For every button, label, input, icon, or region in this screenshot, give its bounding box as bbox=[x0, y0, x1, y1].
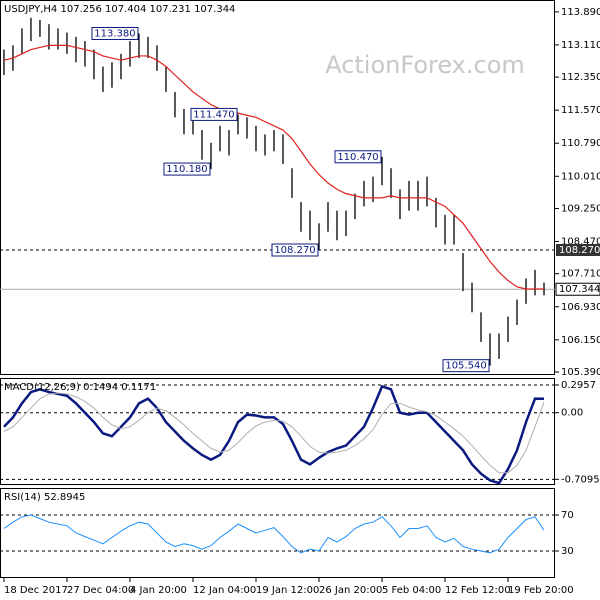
annotation-box bbox=[442, 359, 490, 373]
indicator-line bbox=[3, 514, 545, 554]
x-tick-label: 12 Jan 04:00 bbox=[193, 585, 256, 596]
last-price-box bbox=[555, 282, 600, 296]
y-tick-label: 30 bbox=[561, 546, 574, 557]
x-tick-label: 18 Dec 2017 bbox=[4, 585, 68, 596]
y-tick-label: 0.00 bbox=[561, 408, 583, 419]
x-tick-label: 12 Feb 12:00 bbox=[445, 585, 511, 596]
x-tick-label: 27 Dec 04:00 bbox=[67, 585, 134, 596]
panel-frame bbox=[0, 0, 555, 375]
annotation-box bbox=[334, 150, 382, 164]
annotation-label: 111.470 bbox=[193, 109, 234, 120]
annotation-box bbox=[271, 243, 319, 257]
annotation-label: 108.270 bbox=[274, 245, 315, 256]
x-tick-label: 26 Jan 20:00 bbox=[319, 585, 382, 596]
panel-frame bbox=[0, 488, 555, 578]
y-tick-label: 113.110 bbox=[561, 40, 600, 51]
y-tick-label: 110.790 bbox=[561, 138, 600, 149]
y-tick-label: 109.250 bbox=[561, 203, 600, 214]
watermark: ActionForex.com bbox=[325, 51, 525, 79]
y-tick-label: -0.7095 bbox=[561, 474, 600, 485]
y-tick-label: 110.010 bbox=[561, 171, 600, 182]
level-box bbox=[556, 244, 600, 256]
y-tick-label: 106.930 bbox=[561, 302, 600, 313]
indicator-line bbox=[3, 384, 545, 485]
y-tick-label: 70 bbox=[561, 510, 574, 521]
y-tick-label: 0.2957 bbox=[561, 380, 596, 391]
last-price-label: 107.344 bbox=[559, 284, 600, 295]
x-tick-label: 19 Jan 12:00 bbox=[256, 585, 319, 596]
panel-frame bbox=[0, 378, 555, 485]
panel-title: MACD(12,26,9) 0.1494 0.1171 bbox=[4, 382, 156, 393]
annotation-box bbox=[190, 107, 238, 121]
x-tick-label: 5 Feb 04:00 bbox=[382, 585, 441, 596]
y-tick-label: 108.470 bbox=[561, 237, 600, 248]
y-tick-label: 105.390 bbox=[561, 367, 600, 378]
x-tick-label: 19 Feb 20:00 bbox=[508, 585, 574, 596]
panel-title: RSI(14) 52.8945 bbox=[4, 492, 85, 503]
y-tick-label: 112.350 bbox=[561, 72, 600, 83]
y-tick-label: 111.570 bbox=[561, 105, 600, 116]
moving-average bbox=[3, 44, 545, 290]
annotation-label: 113.380 bbox=[94, 28, 135, 39]
y-tick-label: 113.890 bbox=[561, 7, 600, 18]
y-tick-label: 106.150 bbox=[561, 335, 600, 346]
annotation-label: 110.180 bbox=[166, 164, 207, 175]
y-tick-label: 107.710 bbox=[561, 269, 600, 280]
x-tick-label: 4 Jan 20:00 bbox=[130, 585, 187, 596]
indicator-line bbox=[3, 392, 545, 474]
level-label: 108.270 bbox=[559, 245, 600, 256]
annotation-box bbox=[163, 162, 211, 176]
annotation-label: 110.470 bbox=[337, 152, 378, 163]
annotation-box bbox=[91, 26, 139, 40]
annotation-label: 105.540 bbox=[445, 361, 486, 372]
panel-title: USDJPY,H4 107.256 107.404 107.231 107.34… bbox=[4, 4, 235, 15]
